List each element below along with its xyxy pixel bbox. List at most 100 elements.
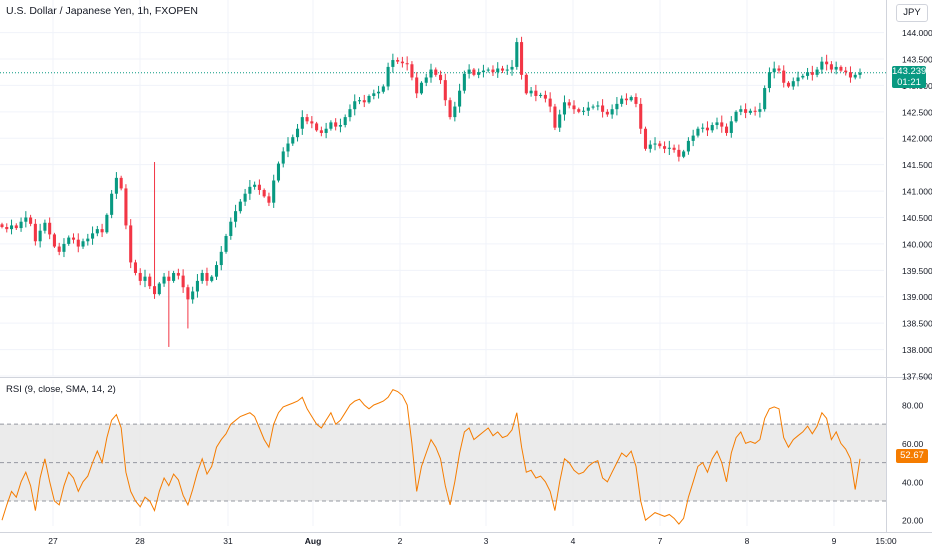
time-tick-label: 9 bbox=[832, 536, 837, 546]
candle-body bbox=[586, 107, 590, 111]
candle-body bbox=[763, 88, 767, 110]
candle-body bbox=[434, 69, 438, 75]
candle-body bbox=[129, 225, 133, 263]
candle-body bbox=[272, 180, 276, 203]
candle-body bbox=[572, 105, 576, 110]
candle-body bbox=[553, 106, 557, 128]
candle-body bbox=[753, 110, 757, 112]
candle-body bbox=[81, 241, 85, 247]
rsi-value-tag: 52.67 bbox=[896, 449, 928, 463]
time-tick-label: Aug bbox=[305, 536, 322, 546]
time-tick-label: 15:00 bbox=[875, 536, 897, 546]
candle-body bbox=[472, 69, 476, 75]
candle-body bbox=[729, 121, 733, 133]
candle-body bbox=[300, 117, 304, 129]
candle-body bbox=[815, 69, 819, 75]
candle-body bbox=[777, 68, 781, 71]
candle-body bbox=[357, 100, 362, 102]
last-price-value: 143.239 bbox=[892, 66, 927, 77]
candle-body bbox=[253, 184, 257, 187]
candle-body bbox=[486, 69, 490, 71]
rsi-grid bbox=[0, 423, 886, 502]
candle-body bbox=[605, 111, 609, 115]
candle-body bbox=[825, 61, 829, 65]
price-tick-label: 137.500 bbox=[902, 372, 932, 382]
candle-body bbox=[415, 77, 419, 94]
candle-body bbox=[820, 61, 824, 70]
candle-body bbox=[324, 128, 328, 133]
candle-body bbox=[372, 93, 376, 96]
price-tick-label: 141.000 bbox=[902, 187, 932, 197]
candle-body bbox=[558, 114, 562, 128]
candle-body bbox=[157, 283, 161, 295]
candle-body bbox=[348, 109, 352, 118]
candle-body bbox=[419, 82, 424, 94]
candle-body bbox=[639, 103, 643, 129]
time-tick-label: 3 bbox=[484, 536, 489, 546]
candle-body bbox=[615, 103, 619, 110]
candle-body bbox=[715, 122, 719, 126]
candle-body bbox=[110, 193, 114, 215]
candle-body bbox=[429, 69, 433, 78]
candle-body bbox=[610, 109, 614, 115]
candle-body bbox=[801, 75, 805, 78]
candle-body bbox=[119, 177, 123, 189]
price-tick-label: 141.500 bbox=[902, 160, 932, 170]
candle-body bbox=[172, 272, 176, 281]
rsi-tick-label: 40.00 bbox=[902, 477, 924, 487]
candle-body bbox=[291, 137, 295, 144]
candle-body bbox=[505, 69, 509, 71]
candle-body bbox=[810, 72, 814, 75]
candle-body bbox=[796, 77, 800, 82]
candle-body bbox=[19, 221, 23, 229]
candle-body bbox=[234, 211, 238, 222]
candle-body bbox=[643, 128, 648, 149]
candle-body bbox=[315, 123, 319, 131]
candle-body bbox=[248, 186, 252, 194]
candle-body bbox=[329, 122, 333, 129]
candle-body bbox=[767, 72, 771, 89]
candle-body bbox=[543, 94, 547, 99]
candle-body bbox=[391, 60, 395, 67]
rsi-line bbox=[1, 388, 861, 525]
candle-body bbox=[281, 151, 285, 164]
candle-body bbox=[806, 72, 810, 76]
candle-body bbox=[562, 102, 567, 115]
rsi-indicator-label: RSI (9, close, SMA, 14, 2) bbox=[6, 384, 116, 395]
candle-body bbox=[581, 110, 586, 112]
candle-body bbox=[701, 127, 705, 129]
candle-body bbox=[424, 77, 428, 83]
candle-body bbox=[219, 251, 223, 266]
candle-body bbox=[653, 143, 657, 145]
candle-body bbox=[438, 74, 443, 81]
candle-body bbox=[500, 68, 505, 71]
candle-body bbox=[672, 147, 676, 150]
candle-body bbox=[524, 74, 528, 94]
price-tick-label: 138.000 bbox=[902, 345, 932, 355]
countdown-timer: 01:21 bbox=[897, 77, 921, 88]
candle-body bbox=[724, 126, 729, 133]
candle-body bbox=[286, 143, 290, 152]
rsi-tick-label: 80.00 bbox=[902, 400, 924, 410]
candle-body bbox=[14, 225, 18, 229]
candle-body bbox=[52, 234, 56, 247]
candle-body bbox=[143, 276, 147, 281]
candle-body bbox=[133, 262, 138, 273]
candle-body bbox=[62, 243, 66, 252]
candle-body bbox=[510, 66, 514, 70]
price-tick-label: 142.000 bbox=[902, 134, 932, 144]
candle-body bbox=[410, 64, 414, 78]
rsi-tick-label: 60.00 bbox=[902, 439, 924, 449]
candles-layer bbox=[0, 36, 862, 347]
candle-body bbox=[477, 72, 481, 75]
candle-body bbox=[24, 217, 28, 222]
candle-body bbox=[710, 125, 714, 131]
candle-body bbox=[205, 272, 209, 281]
candle-body bbox=[481, 70, 485, 73]
candle-body bbox=[319, 130, 323, 133]
candle-body bbox=[705, 127, 710, 131]
currency-button[interactable]: JPY bbox=[896, 4, 928, 22]
candle-body bbox=[381, 86, 385, 92]
candle-body bbox=[33, 223, 37, 242]
